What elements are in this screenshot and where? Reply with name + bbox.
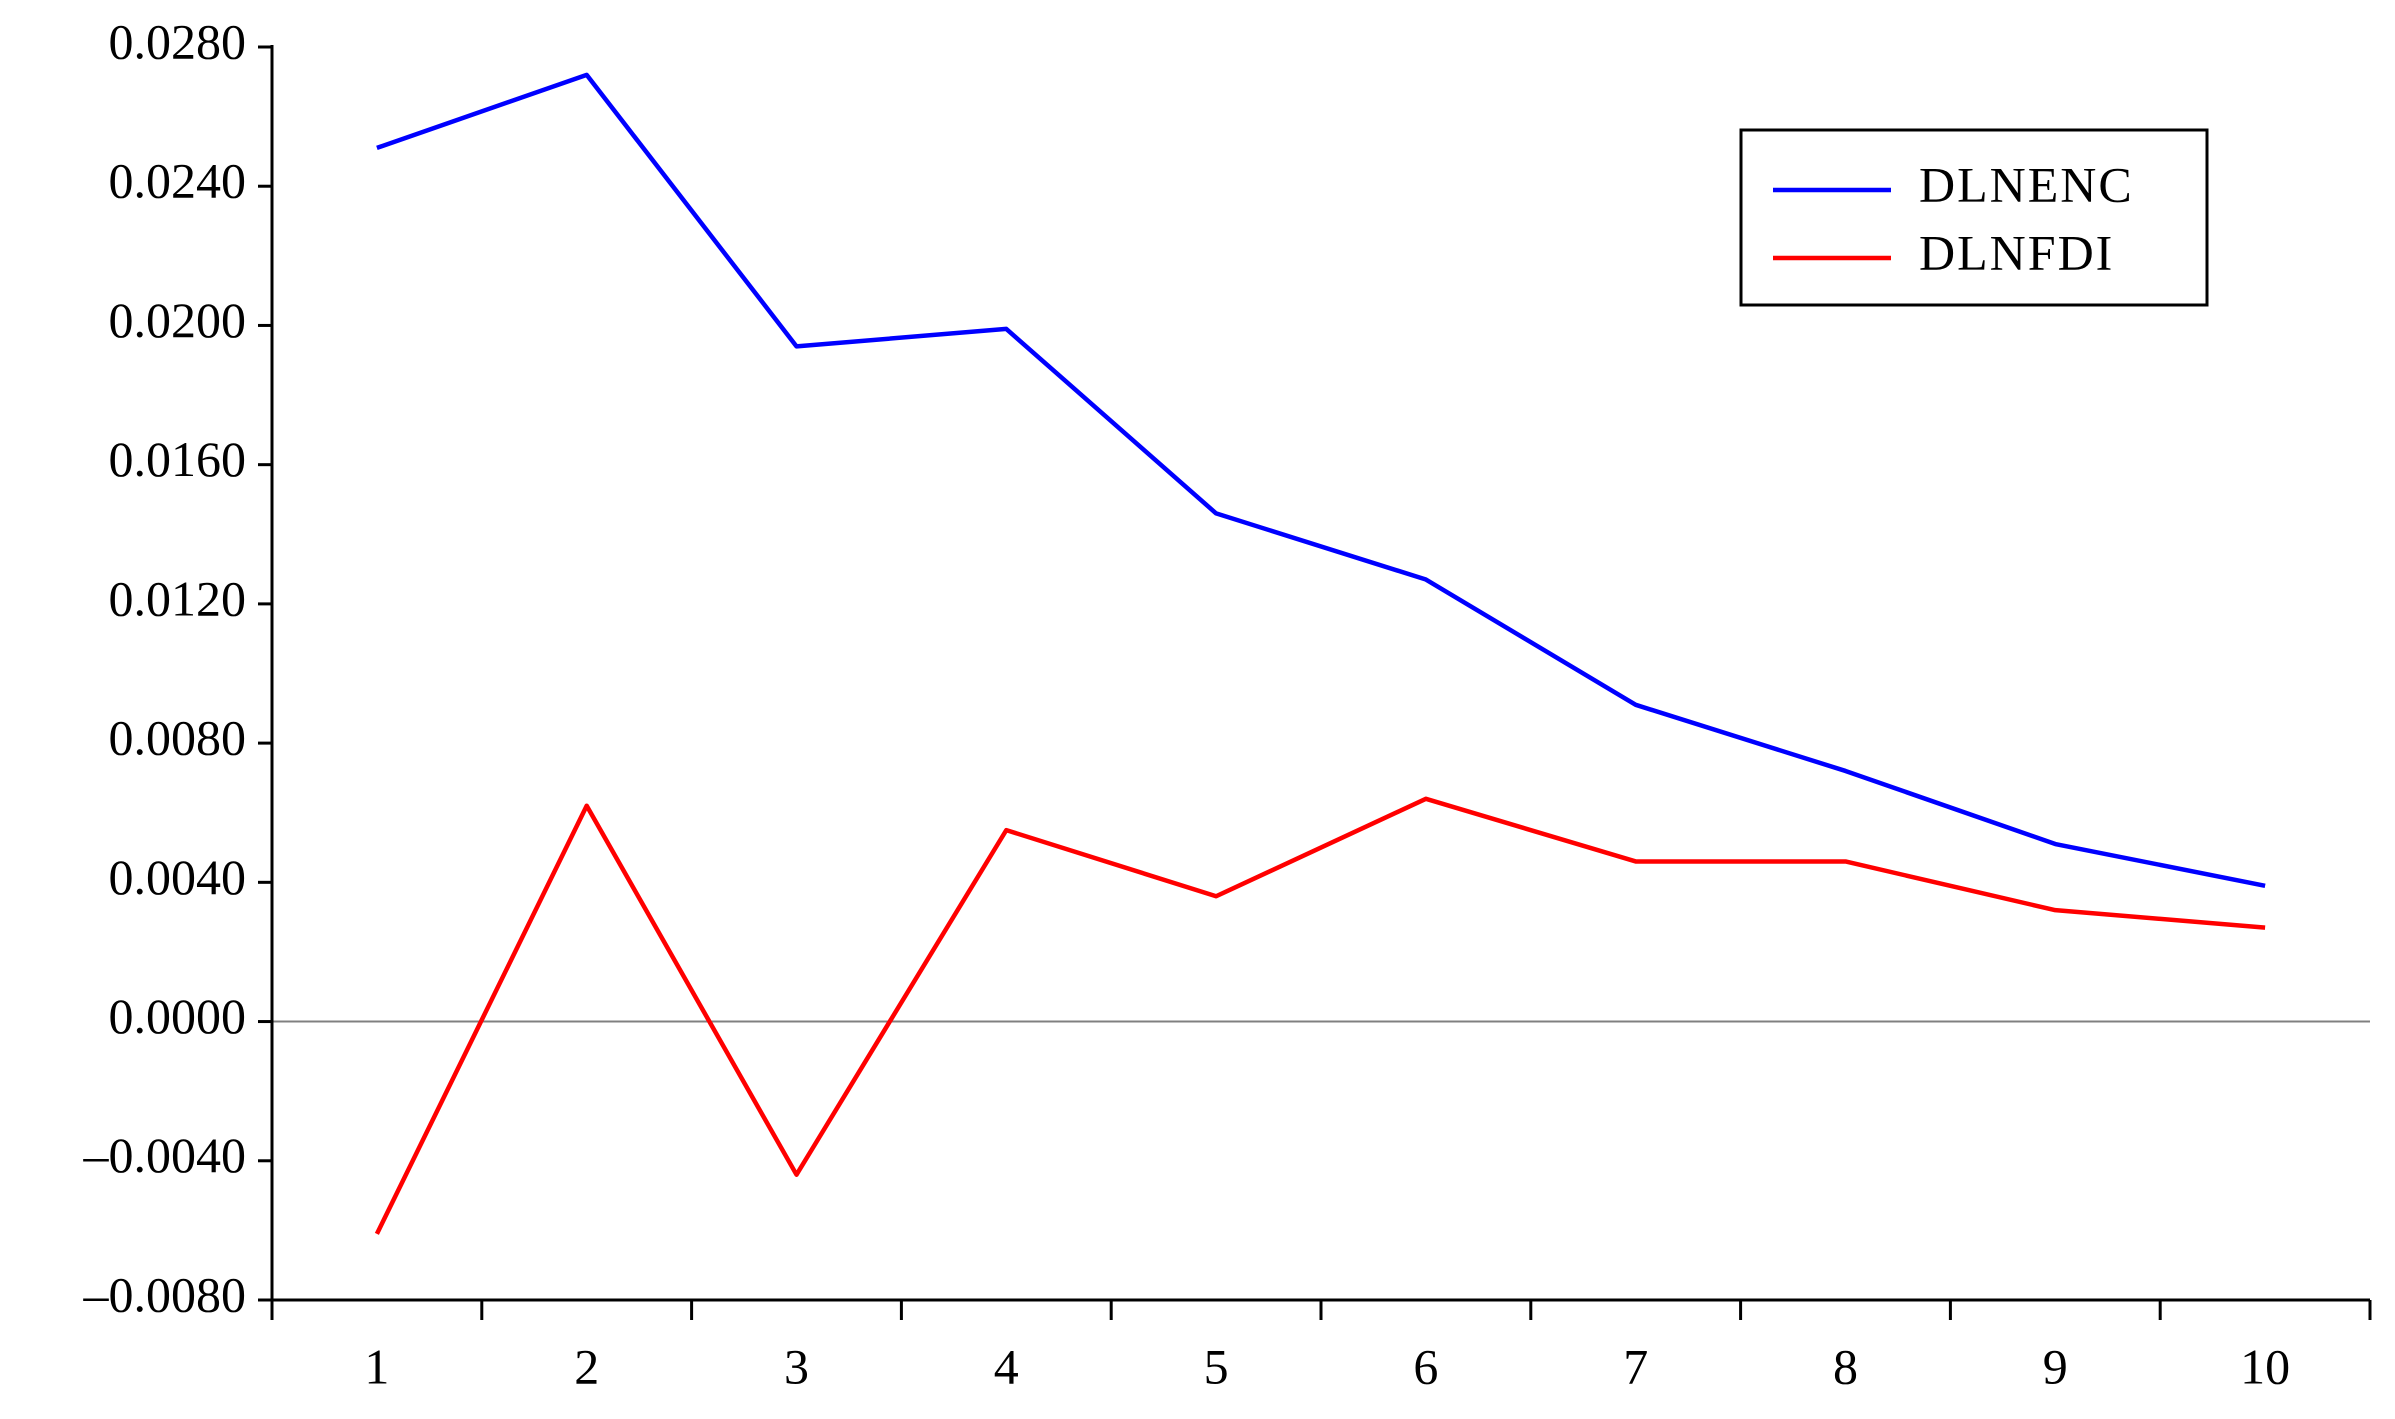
y-tick-label: –0.0040: [83, 1127, 247, 1183]
x-tick-label: 10: [2240, 1338, 2290, 1394]
y-tick-label: 0.0280: [109, 13, 247, 69]
x-tick-label: 1: [364, 1338, 389, 1394]
y-tick-label: 0.0080: [109, 710, 247, 766]
x-tick-label: 2: [574, 1338, 599, 1394]
x-tick-label: 8: [1833, 1338, 1858, 1394]
y-tick-label: 0.0000: [109, 988, 247, 1044]
x-tick-label: 6: [1413, 1338, 1438, 1394]
series-line: [376, 72, 2266, 889]
legend-label: DLNENC: [1919, 156, 2134, 212]
y-tick-label: –0.0080: [83, 1266, 247, 1322]
x-tick-label: 7: [1623, 1338, 1648, 1394]
x-tick-label: 5: [1204, 1338, 1229, 1394]
legend-label: DLNFDI: [1919, 224, 2114, 280]
series-line: [374, 796, 2266, 1235]
x-tick-label: 3: [784, 1338, 809, 1394]
legend-box: [1739, 128, 2209, 307]
y-tick-label: 0.0120: [109, 570, 247, 626]
x-tick-label: 4: [994, 1338, 1019, 1394]
y-tick-label: 0.0040: [109, 849, 247, 905]
y-tick-label: 0.0160: [109, 431, 247, 487]
y-tick-label: 0.0200: [109, 292, 247, 348]
y-tick-label: 0.0240: [109, 153, 247, 209]
x-tick-label: 9: [2043, 1338, 2068, 1394]
